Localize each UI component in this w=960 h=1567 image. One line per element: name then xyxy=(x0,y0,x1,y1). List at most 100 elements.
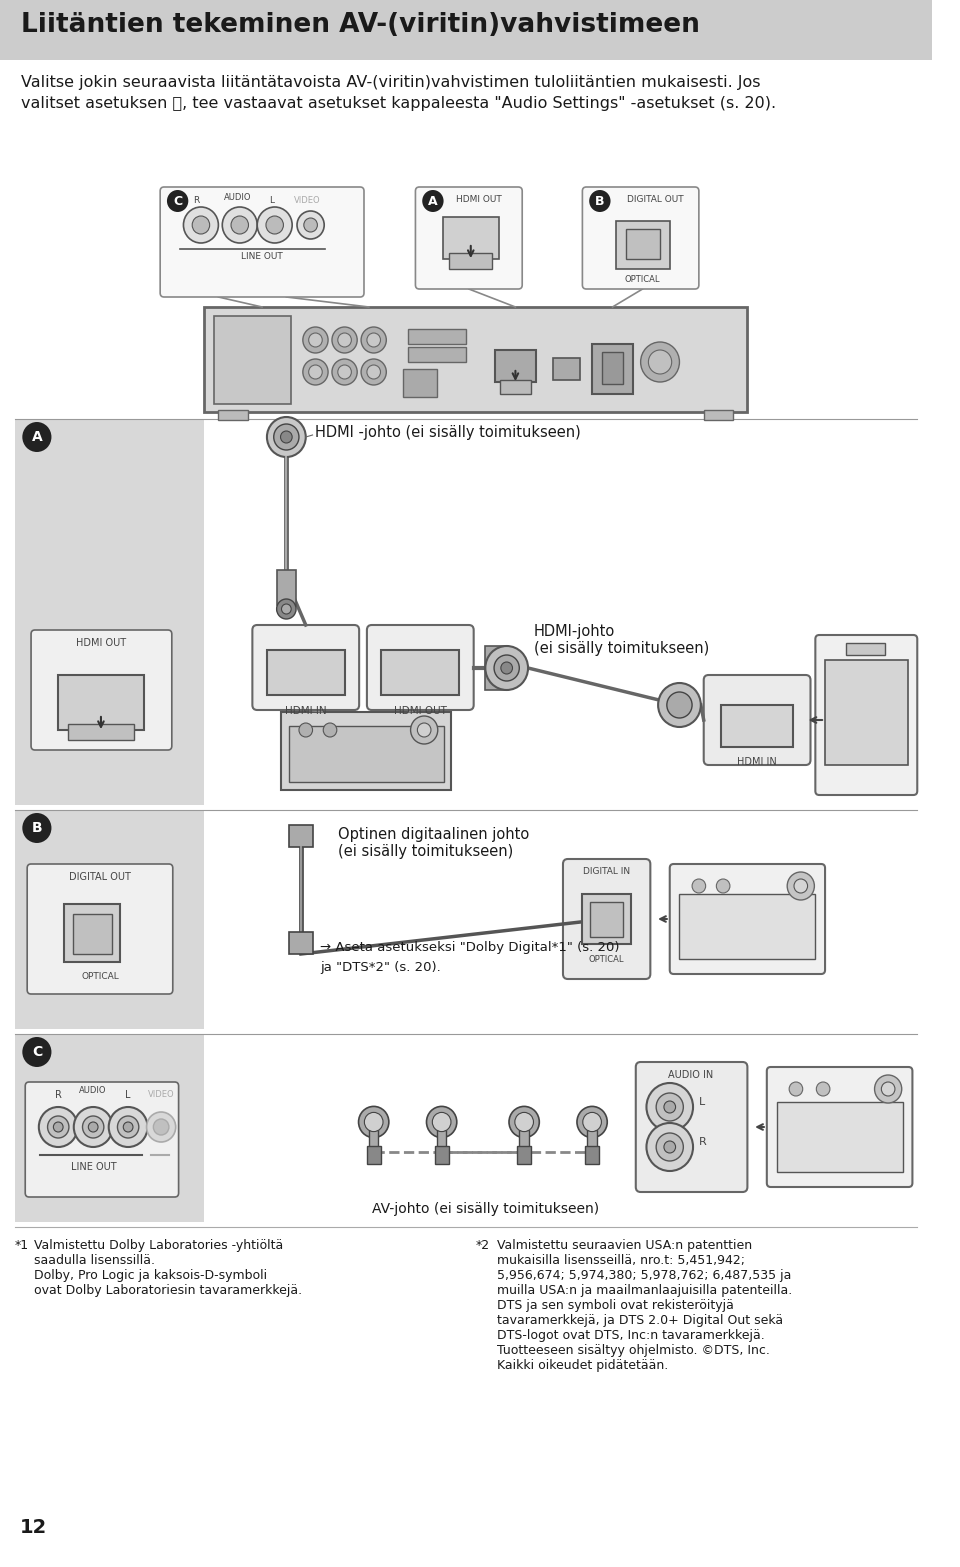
Circle shape xyxy=(418,722,431,736)
Circle shape xyxy=(274,425,299,450)
Bar xyxy=(289,824,313,848)
Circle shape xyxy=(48,1116,69,1138)
Bar xyxy=(0,0,932,60)
Circle shape xyxy=(332,359,357,385)
Circle shape xyxy=(267,417,305,458)
Bar xyxy=(204,307,748,412)
Text: OPTICAL: OPTICAL xyxy=(81,972,119,981)
Circle shape xyxy=(667,693,692,718)
Circle shape xyxy=(324,722,337,736)
Circle shape xyxy=(192,216,209,233)
Text: VIDEO: VIDEO xyxy=(148,1091,175,1098)
Circle shape xyxy=(422,190,444,212)
Bar xyxy=(825,660,907,765)
Text: LINE OUT: LINE OUT xyxy=(241,252,283,262)
Circle shape xyxy=(257,207,292,243)
Circle shape xyxy=(816,1081,829,1095)
Circle shape xyxy=(167,190,188,212)
Text: ja "DTS*2" (s. 20).: ja "DTS*2" (s. 20). xyxy=(321,961,441,975)
Text: HDMI-johto
(ei sisälly toimitukseen): HDMI-johto (ei sisälly toimitukseen) xyxy=(534,624,709,657)
Circle shape xyxy=(646,1083,693,1131)
FancyBboxPatch shape xyxy=(636,1062,748,1192)
Circle shape xyxy=(426,1106,457,1138)
FancyBboxPatch shape xyxy=(583,186,699,288)
Text: AUDIO: AUDIO xyxy=(80,1086,107,1095)
Bar xyxy=(517,1145,531,1164)
Bar xyxy=(281,711,451,790)
Circle shape xyxy=(358,1106,389,1138)
Bar xyxy=(443,216,499,259)
Text: L: L xyxy=(270,196,275,205)
Text: DIGITAL OUT: DIGITAL OUT xyxy=(627,194,684,204)
Bar xyxy=(276,570,296,605)
Bar xyxy=(367,1145,381,1164)
Text: R: R xyxy=(55,1091,61,1100)
Bar xyxy=(267,650,345,696)
Circle shape xyxy=(309,365,323,379)
Bar xyxy=(73,914,111,954)
Bar xyxy=(680,895,815,959)
Circle shape xyxy=(664,1102,676,1113)
Text: HDMI -johto (ei sisälly toimitukseen): HDMI -johto (ei sisälly toimitukseen) xyxy=(316,425,581,439)
Bar xyxy=(14,1034,204,1222)
Text: Valmistettu Dolby Laboratories -yhtiöltä
saadulla lisenssillä.
Dolby, Pro Logic : Valmistettu Dolby Laboratories -yhtiöltä… xyxy=(34,1239,302,1297)
Circle shape xyxy=(22,813,52,843)
Circle shape xyxy=(303,218,318,232)
Text: Valmistettu seuraavien USA:n patenttien
mukaisilla lisensseillä, nro.t: 5,451,94: Valmistettu seuraavien USA:n patenttien … xyxy=(497,1239,792,1373)
Bar xyxy=(408,329,466,345)
Text: L: L xyxy=(126,1091,131,1100)
Circle shape xyxy=(54,1122,63,1131)
Circle shape xyxy=(640,342,680,382)
Circle shape xyxy=(664,1141,676,1153)
Text: R: R xyxy=(699,1138,707,1147)
Text: AV-johto (ei sisälly toimitukseen): AV-johto (ei sisälly toimitukseen) xyxy=(372,1202,599,1216)
Bar xyxy=(14,810,204,1030)
Circle shape xyxy=(367,365,380,379)
Circle shape xyxy=(332,328,357,353)
Text: C: C xyxy=(32,1045,42,1059)
Circle shape xyxy=(432,1113,451,1131)
Text: Liitäntien tekeminen AV-(viritin)vahvistimeen: Liitäntien tekeminen AV-(viritin)vahvist… xyxy=(21,13,700,38)
Bar xyxy=(583,895,631,943)
Text: OPTICAL: OPTICAL xyxy=(625,274,660,284)
FancyBboxPatch shape xyxy=(31,630,172,751)
Bar xyxy=(449,252,492,270)
Circle shape xyxy=(716,879,730,893)
FancyBboxPatch shape xyxy=(670,863,825,975)
Text: HDMI OUT: HDMI OUT xyxy=(394,707,446,716)
Circle shape xyxy=(338,365,351,379)
Text: HDMI IN: HDMI IN xyxy=(285,707,326,716)
Bar xyxy=(289,932,313,954)
Bar xyxy=(495,349,536,382)
Bar xyxy=(519,1130,529,1149)
Circle shape xyxy=(88,1122,98,1131)
Bar xyxy=(289,726,444,782)
Bar xyxy=(847,642,885,655)
Circle shape xyxy=(365,1113,383,1131)
FancyBboxPatch shape xyxy=(815,635,917,794)
Bar xyxy=(626,229,660,259)
Bar xyxy=(68,724,134,740)
Bar xyxy=(486,646,507,689)
Bar xyxy=(64,904,120,962)
Bar xyxy=(592,345,633,393)
Text: LINE OUT: LINE OUT xyxy=(71,1163,117,1172)
Circle shape xyxy=(589,190,611,212)
FancyBboxPatch shape xyxy=(252,625,359,710)
Circle shape xyxy=(154,1119,169,1135)
Circle shape xyxy=(338,334,351,346)
Text: HDMI OUT: HDMI OUT xyxy=(76,638,126,649)
Circle shape xyxy=(183,207,218,243)
Bar xyxy=(14,418,204,805)
Text: A: A xyxy=(32,429,42,443)
Circle shape xyxy=(223,207,257,243)
Bar xyxy=(369,1130,378,1149)
Circle shape xyxy=(280,431,292,443)
Bar xyxy=(704,411,732,420)
Bar xyxy=(777,1102,902,1172)
Circle shape xyxy=(266,216,283,233)
Bar xyxy=(59,675,144,730)
Circle shape xyxy=(367,334,380,346)
Text: AUDIO IN: AUDIO IN xyxy=(668,1070,713,1080)
Text: DIGITAL OUT: DIGITAL OUT xyxy=(69,871,131,882)
